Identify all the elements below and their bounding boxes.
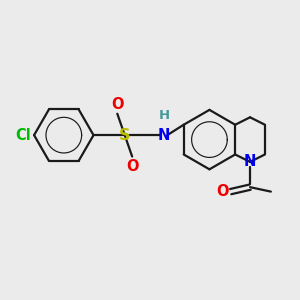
Text: N: N <box>244 154 256 169</box>
Text: N: N <box>157 128 170 142</box>
Text: Cl: Cl <box>15 128 31 142</box>
Text: O: O <box>126 159 138 174</box>
Text: H: H <box>159 109 170 122</box>
Text: O: O <box>216 184 228 199</box>
Text: S: S <box>119 128 130 142</box>
Text: O: O <box>111 97 124 112</box>
